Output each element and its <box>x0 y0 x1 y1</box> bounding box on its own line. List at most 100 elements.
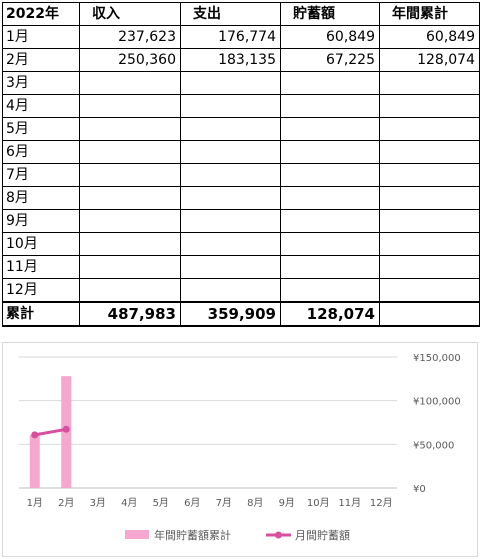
cell-savings[interactable] <box>280 71 380 95</box>
legend-swatch-bar <box>125 530 149 539</box>
cell-month[interactable]: 2月 <box>2 48 80 72</box>
table-row: 4月 <box>2 94 480 118</box>
cell-savings[interactable] <box>280 278 380 303</box>
cell-cumulative[interactable] <box>379 117 480 141</box>
cell-income[interactable] <box>79 278 181 303</box>
cell-expense[interactable]: 183,135 <box>180 48 281 72</box>
cell-month[interactable]: 4月 <box>2 94 80 118</box>
cell-cumulative[interactable] <box>379 209 480 233</box>
cell-savings[interactable] <box>280 117 380 141</box>
cell-savings[interactable] <box>280 209 380 233</box>
cell-cumulative[interactable] <box>379 71 480 95</box>
cell-month[interactable]: 10月 <box>2 232 80 256</box>
header-cumulative[interactable]: 年間累計 <box>379 2 480 26</box>
cell-savings[interactable]: 60,849 <box>280 25 380 49</box>
savings-table: 2022年 収入 支出 貯蓄額 年間累計 1月 237,623 176,774 60,… <box>2 2 480 327</box>
line-point <box>31 431 39 439</box>
cell-income[interactable] <box>79 209 181 233</box>
cell-cumulative[interactable] <box>379 140 480 164</box>
cell-income[interactable] <box>79 232 181 256</box>
table-row: 1月 237,623 176,774 60,849 60,849 <box>2 25 480 49</box>
cell-expense[interactable] <box>180 140 281 164</box>
cell-savings[interactable] <box>280 163 380 187</box>
table-row: 2月 250,360 183,135 67,225 128,074 <box>2 48 480 72</box>
y-tick-label: ¥150,000 <box>413 353 461 364</box>
header-year[interactable]: 2022年 <box>2 2 80 26</box>
table-row: 11月 <box>2 255 480 279</box>
cell-expense[interactable] <box>180 255 281 279</box>
cell-month[interactable]: 11月 <box>2 255 80 279</box>
x-tick-label: 8月 <box>247 497 263 509</box>
cell-expense[interactable] <box>180 117 281 141</box>
cell-savings[interactable] <box>280 232 380 256</box>
cell-savings[interactable] <box>280 94 380 118</box>
cell-expense[interactable] <box>180 232 281 256</box>
x-tick-label: 4月 <box>121 497 137 509</box>
cell-month[interactable]: 1月 <box>2 25 80 49</box>
cell-expense[interactable] <box>180 278 281 303</box>
total-cumulative[interactable] <box>379 301 480 327</box>
cell-expense[interactable] <box>180 209 281 233</box>
cell-cumulative[interactable]: 128,074 <box>379 48 480 72</box>
cell-income[interactable] <box>79 163 181 187</box>
cell-month[interactable]: 3月 <box>2 71 80 95</box>
cell-savings[interactable] <box>280 140 380 164</box>
total-income[interactable]: 487,983 <box>79 301 181 327</box>
cell-income[interactable] <box>79 255 181 279</box>
cell-month[interactable]: 6月 <box>2 140 80 164</box>
cell-month[interactable]: 12月 <box>2 278 80 303</box>
cell-cumulative[interactable] <box>379 163 480 187</box>
total-label[interactable]: 累計 <box>2 301 80 327</box>
cell-savings[interactable] <box>280 255 380 279</box>
table-row: 12月 <box>2 278 480 303</box>
x-tick-label: 3月 <box>90 497 106 509</box>
cell-income[interactable]: 250,360 <box>79 48 181 72</box>
x-tick-label: 2月 <box>58 497 74 509</box>
legend-swatch-point <box>275 531 282 539</box>
x-tick-label: 12月 <box>370 497 393 509</box>
cell-income[interactable] <box>79 94 181 118</box>
total-expense[interactable]: 359,909 <box>180 301 281 327</box>
cell-month[interactable]: 5月 <box>2 117 80 141</box>
cell-expense[interactable] <box>180 71 281 95</box>
cell-month[interactable]: 9月 <box>2 209 80 233</box>
cell-income[interactable] <box>79 117 181 141</box>
cell-month[interactable]: 7月 <box>2 163 80 187</box>
cell-cumulative[interactable] <box>379 94 480 118</box>
bar <box>29 434 40 488</box>
savings-chart[interactable]: ¥0 ¥50,000 ¥100,000 ¥150,000 1月 2月 3月 4月 5月 6月 7月 8… <box>2 342 478 557</box>
x-tick-label: 10月 <box>307 497 330 509</box>
cell-cumulative[interactable] <box>379 255 480 279</box>
cell-cumulative[interactable] <box>379 186 480 210</box>
cell-cumulative[interactable]: 60,849 <box>379 25 480 49</box>
x-tick-label: 5月 <box>153 497 169 509</box>
y-tick-label: ¥0 <box>413 484 426 495</box>
cell-expense[interactable] <box>180 186 281 210</box>
table-row: 8月 <box>2 186 480 210</box>
cell-savings[interactable]: 67,225 <box>280 48 380 72</box>
cell-income[interactable] <box>79 71 181 95</box>
cell-income[interactable] <box>79 140 181 164</box>
table-row: 6月 <box>2 140 480 164</box>
line-point <box>62 425 70 433</box>
cell-cumulative[interactable] <box>379 278 480 303</box>
header-expense[interactable]: 支出 <box>180 2 281 26</box>
table-row: 9月 <box>2 209 480 233</box>
y-tick-label: ¥100,000 <box>413 397 461 408</box>
header-savings[interactable]: 貯蓄額 <box>280 2 380 26</box>
table-row: 3月 <box>2 71 480 95</box>
cell-savings[interactable] <box>280 186 380 210</box>
cell-cumulative[interactable] <box>379 232 480 256</box>
cell-month[interactable]: 8月 <box>2 186 80 210</box>
total-savings[interactable]: 128,074 <box>280 301 380 327</box>
header-income[interactable]: 収入 <box>79 2 181 26</box>
table-row: 7月 <box>2 163 480 187</box>
x-tick-label: 1月 <box>27 497 43 509</box>
cell-income[interactable]: 237,623 <box>79 25 181 49</box>
cell-income[interactable] <box>79 186 181 210</box>
cell-expense[interactable]: 176,774 <box>180 25 281 49</box>
cell-expense[interactable] <box>180 163 281 187</box>
cell-expense[interactable] <box>180 94 281 118</box>
total-row: 累計 487,983 359,909 128,074 <box>2 301 480 327</box>
legend-label: 年間貯蓄額累計 <box>154 528 231 542</box>
